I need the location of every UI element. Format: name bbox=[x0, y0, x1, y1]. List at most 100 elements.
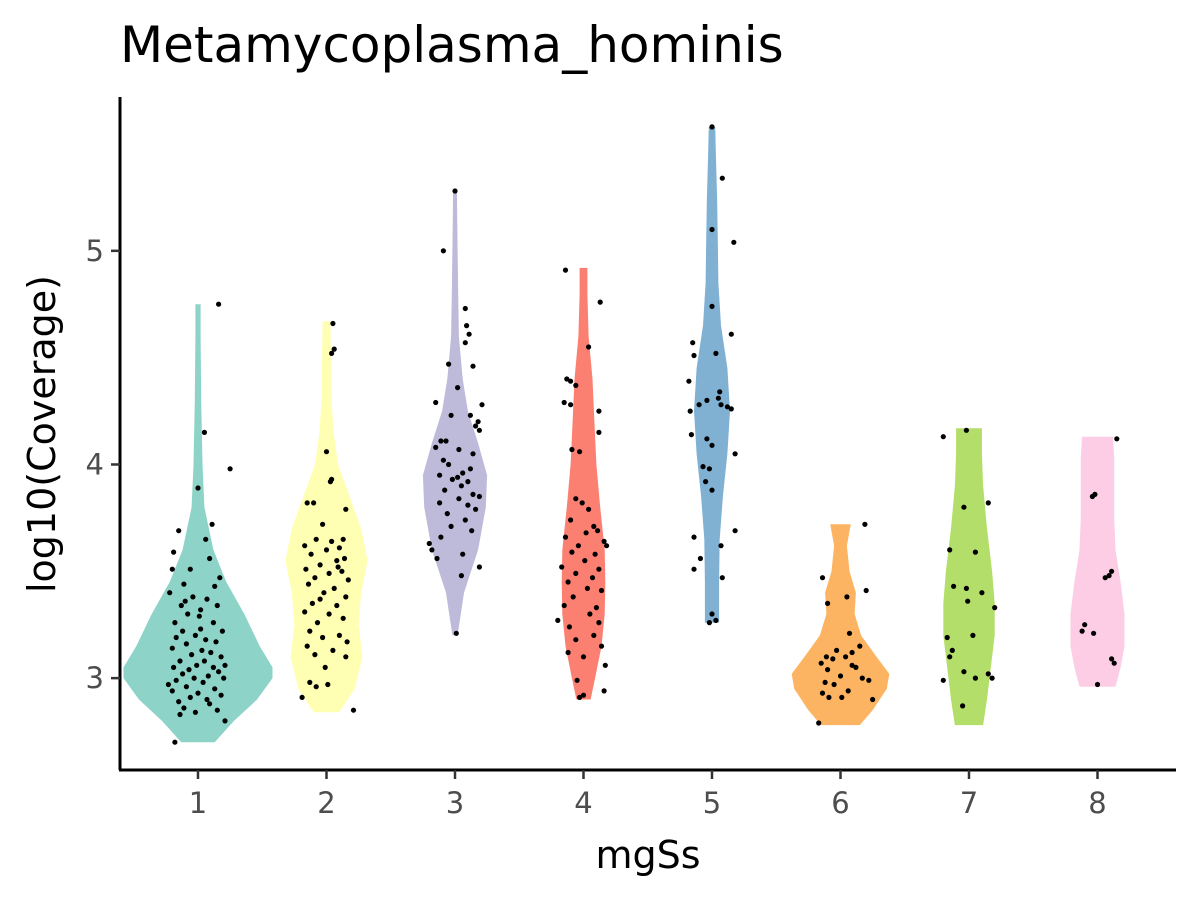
data-point bbox=[470, 491, 476, 497]
violin-group-8 bbox=[1070, 436, 1125, 687]
data-point bbox=[584, 585, 591, 592]
data-point bbox=[970, 632, 976, 639]
data-point bbox=[183, 641, 189, 647]
data-point bbox=[573, 570, 579, 577]
data-point bbox=[449, 476, 455, 482]
data-point bbox=[566, 624, 573, 630]
data-point bbox=[728, 406, 734, 412]
data-point bbox=[1109, 568, 1115, 574]
data-point bbox=[190, 594, 196, 600]
data-point bbox=[703, 479, 709, 485]
data-point bbox=[214, 707, 220, 713]
data-point bbox=[844, 594, 850, 600]
data-point bbox=[717, 389, 723, 395]
data-point bbox=[467, 466, 473, 472]
data-point bbox=[191, 675, 197, 681]
data-point bbox=[167, 590, 173, 596]
data-point bbox=[573, 637, 579, 643]
data-point bbox=[476, 493, 482, 500]
data-point bbox=[212, 686, 218, 692]
data-point bbox=[177, 658, 183, 664]
data-point bbox=[985, 500, 991, 506]
data-point bbox=[839, 694, 845, 701]
data-point bbox=[305, 581, 312, 587]
data-point bbox=[456, 496, 462, 502]
violin-group-1 bbox=[123, 304, 273, 743]
data-point bbox=[564, 376, 570, 382]
data-point bbox=[816, 720, 822, 726]
data-point bbox=[601, 538, 607, 545]
x-tick-label: 7 bbox=[960, 786, 978, 820]
data-point bbox=[732, 451, 738, 457]
x-tick-label: 8 bbox=[1088, 786, 1106, 820]
data-point bbox=[313, 536, 319, 542]
data-point bbox=[960, 703, 966, 709]
violin-group-7 bbox=[943, 428, 995, 726]
data-point bbox=[452, 188, 458, 194]
data-point bbox=[196, 613, 202, 619]
data-point bbox=[336, 545, 342, 551]
data-point bbox=[340, 615, 346, 621]
data-point bbox=[440, 248, 446, 254]
data-point bbox=[473, 506, 479, 512]
data-point bbox=[697, 555, 704, 562]
data-point bbox=[345, 577, 351, 583]
data-point bbox=[826, 694, 832, 701]
data-point bbox=[340, 536, 346, 542]
data-point bbox=[589, 575, 596, 581]
violin-group-2 bbox=[285, 321, 368, 713]
data-point bbox=[965, 598, 971, 604]
data-point bbox=[438, 534, 444, 540]
data-point bbox=[713, 617, 719, 624]
data-point bbox=[327, 479, 333, 485]
data-point bbox=[586, 506, 592, 512]
data-point bbox=[442, 487, 448, 493]
data-point bbox=[219, 628, 225, 634]
data-point bbox=[339, 568, 345, 574]
data-point bbox=[464, 323, 470, 329]
data-point bbox=[862, 521, 868, 527]
data-point bbox=[462, 517, 468, 523]
data-point bbox=[466, 331, 472, 337]
data-point bbox=[320, 521, 326, 527]
data-point bbox=[216, 301, 222, 307]
x-tick-label: 6 bbox=[831, 786, 849, 820]
data-point bbox=[686, 378, 692, 384]
data-point bbox=[426, 540, 432, 547]
data-point bbox=[592, 551, 598, 557]
data-point bbox=[186, 667, 192, 673]
data-point bbox=[961, 504, 967, 510]
data-point bbox=[462, 340, 468, 346]
data-point bbox=[172, 620, 178, 626]
data-point bbox=[863, 587, 869, 594]
data-point bbox=[467, 412, 473, 418]
data-point bbox=[329, 538, 335, 545]
data-point bbox=[456, 446, 462, 453]
data-point bbox=[195, 485, 201, 491]
data-point bbox=[173, 677, 179, 683]
data-point bbox=[561, 602, 567, 609]
data-point bbox=[696, 402, 702, 408]
data-point bbox=[837, 673, 844, 679]
data-point bbox=[304, 643, 310, 649]
data-point bbox=[204, 596, 210, 602]
data-point bbox=[568, 402, 574, 408]
data-point bbox=[307, 679, 313, 686]
data-point bbox=[849, 649, 855, 656]
data-point bbox=[598, 587, 605, 594]
data-point bbox=[208, 649, 214, 656]
data-point bbox=[963, 427, 970, 433]
data-point bbox=[732, 528, 738, 534]
data-point bbox=[458, 483, 464, 489]
data-point bbox=[870, 696, 876, 703]
data-point bbox=[709, 487, 715, 493]
data-point bbox=[718, 543, 724, 549]
data-point bbox=[429, 547, 435, 553]
data-point bbox=[972, 675, 979, 681]
data-point bbox=[455, 474, 461, 480]
data-point bbox=[330, 320, 336, 327]
data-point bbox=[317, 596, 323, 602]
data-point bbox=[312, 575, 318, 581]
data-point bbox=[469, 528, 475, 534]
data-point bbox=[177, 711, 183, 718]
